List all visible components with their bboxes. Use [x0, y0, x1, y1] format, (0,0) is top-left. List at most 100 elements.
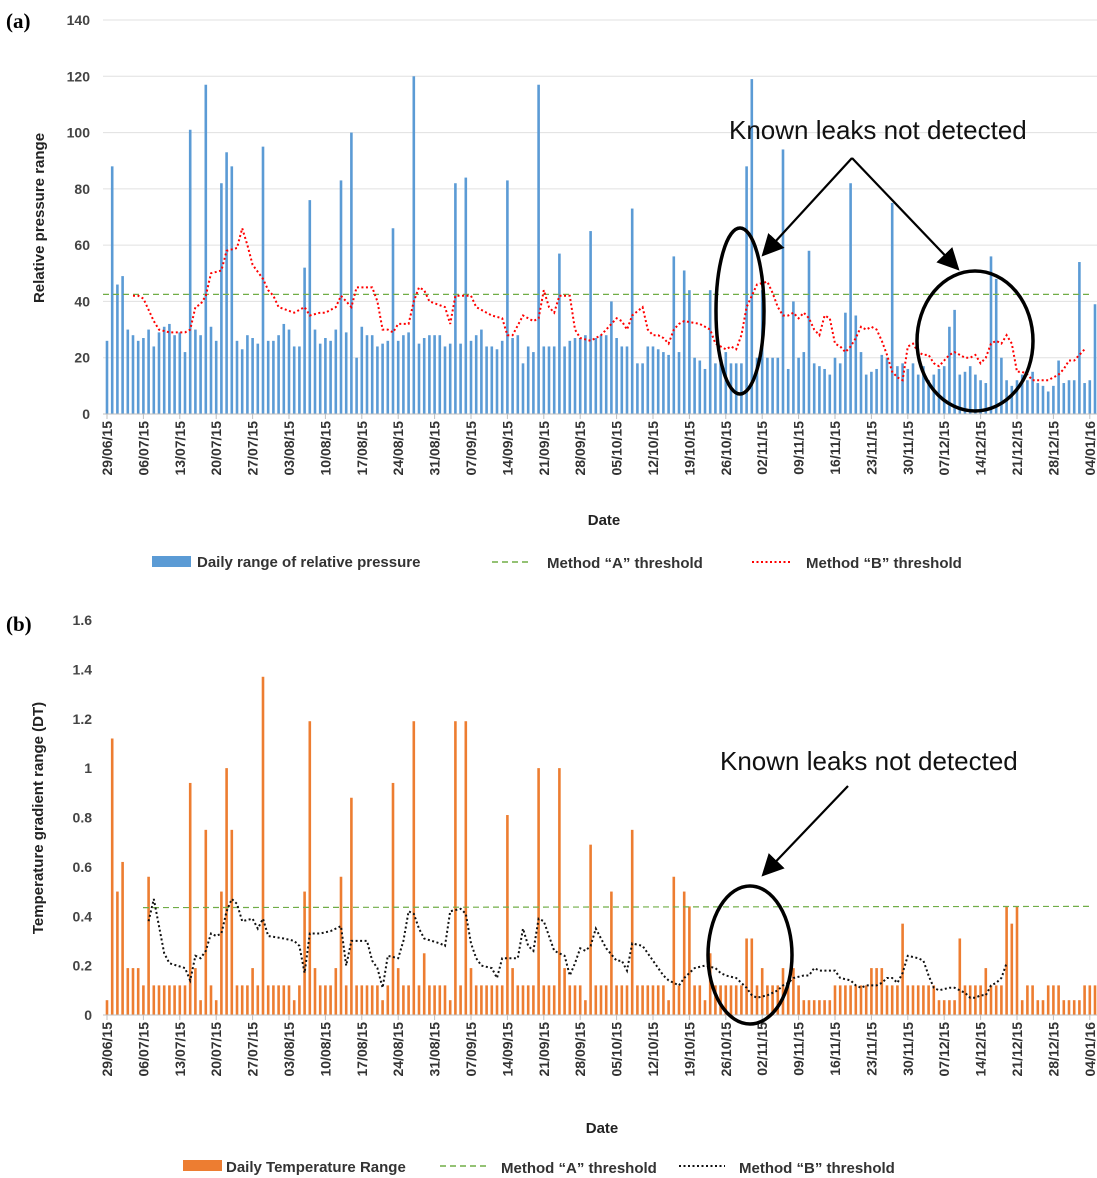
a-bar — [225, 152, 228, 414]
a-bar — [1062, 383, 1066, 414]
b-bar — [1093, 985, 1097, 1015]
b-bar — [781, 968, 785, 1015]
b-bar — [110, 738, 114, 1015]
a-bar — [178, 332, 182, 414]
a-bar — [469, 340, 473, 414]
b-bar — [162, 985, 166, 1015]
b-bar — [329, 985, 332, 1015]
b-bar — [287, 985, 291, 1015]
b-bar — [1067, 1000, 1071, 1015]
b-bar — [381, 1000, 384, 1015]
a-bar — [552, 346, 556, 414]
a-bar — [693, 357, 696, 414]
b-bar — [214, 1000, 218, 1015]
a-bar — [412, 76, 416, 415]
b-y-tick-label: 0.8 — [73, 810, 93, 826]
a-bar — [183, 352, 187, 414]
a-bar — [329, 340, 332, 414]
b-bar — [412, 721, 416, 1015]
b-bar — [558, 768, 561, 1015]
b-bar — [854, 985, 858, 1015]
a-bar — [204, 84, 208, 414]
b-bar — [1026, 985, 1029, 1015]
a-bar — [927, 380, 930, 414]
panel-b-legend-swatch-temperature — [183, 1160, 222, 1171]
b-bar — [771, 985, 774, 1015]
a-x-tick-label: 26/10/15 — [718, 421, 734, 476]
b-bar — [1015, 906, 1019, 1015]
chart-panel-b: (b) 0 0.2 0.4 0.6 0.8 1 1.2 1.4 1.6 Temperature … — [6, 612, 1097, 1177]
a-bar — [459, 343, 462, 414]
b-bar — [1020, 1000, 1024, 1015]
b-x-tick-label: 23/11/15 — [863, 1022, 879, 1076]
panel-b-method-b-threshold-line — [147, 897, 1008, 999]
b-bar — [407, 985, 410, 1015]
panel-b-y-axis-title: Temperature gradient range (DT) — [30, 702, 47, 934]
b-bar — [339, 876, 343, 1015]
a-bar — [599, 335, 603, 414]
b-bar — [599, 985, 603, 1015]
panel-b-legend-label-method-a: Method “A” threshold — [501, 1160, 657, 1177]
b-bar — [896, 985, 899, 1015]
a-bar — [984, 383, 988, 414]
a-bar — [261, 146, 265, 414]
b-y-tick-label: 1.2 — [73, 711, 93, 727]
b-bar — [1000, 985, 1003, 1015]
a-bar — [792, 301, 795, 414]
a-bar — [573, 338, 577, 414]
a-bar — [433, 335, 436, 414]
b-y-tick-label: 0.6 — [73, 859, 93, 875]
b-bar — [1057, 985, 1060, 1015]
b-bar — [890, 985, 894, 1015]
b-bar — [662, 985, 665, 1015]
b-bar — [537, 768, 540, 1015]
a-bar — [360, 326, 364, 414]
a-bar — [677, 352, 681, 414]
a-bar — [724, 352, 728, 414]
a-bar — [105, 340, 109, 414]
b-x-tick-label: 20/07/15 — [208, 1022, 224, 1077]
a-x-tick-label: 04/01/16 — [1082, 421, 1097, 476]
b-bar — [573, 985, 577, 1015]
a-bar — [974, 374, 977, 414]
a-bar — [656, 349, 660, 414]
a-bar — [199, 335, 202, 414]
b-bar — [277, 985, 280, 1015]
b-bar — [672, 876, 676, 1015]
b-bar — [641, 985, 644, 1015]
b-x-tick-label: 28/12/15 — [1045, 1022, 1061, 1077]
b-bar — [636, 985, 639, 1015]
a-bar — [162, 326, 166, 414]
a-bar — [833, 357, 837, 414]
a-x-tick-label: 27/07/15 — [245, 421, 261, 476]
a-bar — [625, 346, 629, 414]
b-x-tick-label: 06/07/15 — [135, 1022, 151, 1077]
b-bar — [698, 985, 702, 1015]
b-bar — [901, 923, 904, 1015]
a-bar — [750, 79, 754, 414]
b-bar — [1072, 1000, 1076, 1015]
a-bar — [880, 354, 884, 414]
b-bar — [350, 797, 353, 1015]
b-bar — [667, 1000, 670, 1015]
a-bar — [828, 374, 832, 414]
b-bar — [490, 985, 494, 1015]
b-bar — [334, 968, 338, 1015]
b-bar — [922, 985, 925, 1015]
b-bar — [838, 985, 842, 1015]
a-x-tick-label: 07/09/15 — [463, 421, 479, 476]
a-bar — [490, 346, 494, 414]
b-bar — [532, 985, 535, 1015]
b-bar — [688, 906, 691, 1015]
b-x-tick-label: 26/10/15 — [718, 1022, 734, 1077]
b-bar — [792, 968, 795, 1015]
a-x-tick-label: 07/12/15 — [936, 421, 952, 476]
a-x-tick-label: 09/11/15 — [791, 421, 807, 475]
a-bar — [350, 132, 353, 415]
b-bar — [116, 891, 119, 1015]
b-bar — [474, 985, 478, 1015]
a-bar — [240, 349, 244, 414]
a-x-tick-label: 03/08/15 — [281, 421, 297, 476]
panel-b-legend-label-temperature: Daily Temperature Range — [226, 1159, 406, 1176]
b-bar — [142, 985, 145, 1015]
